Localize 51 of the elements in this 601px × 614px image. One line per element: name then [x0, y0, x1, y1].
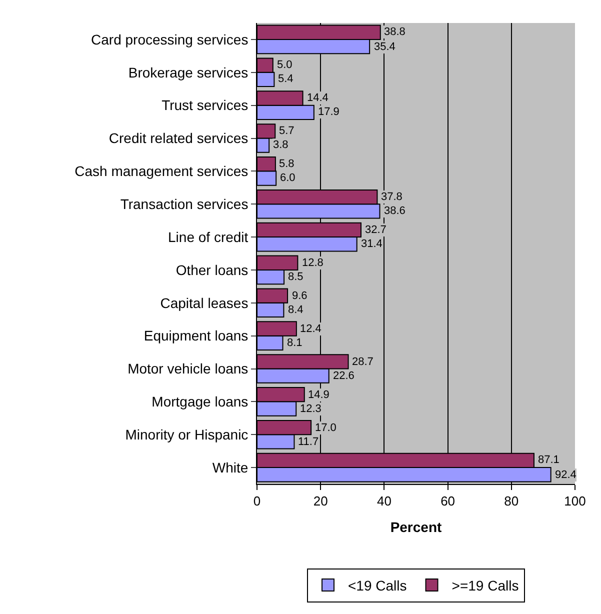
data-label: 8.4: [288, 304, 304, 316]
y-tick-label: Card processing services: [91, 31, 248, 48]
data-label: 92.4: [555, 469, 576, 481]
y-tick-label: Minority or Hispanic: [125, 426, 248, 443]
data-label: 5.7: [279, 125, 294, 137]
data-label: 5.4: [278, 73, 294, 85]
x-axis-title: Percent: [390, 518, 442, 535]
data-label: 5.0: [277, 59, 292, 71]
x-tick-label: 20: [313, 494, 328, 509]
x-tick-label: 40: [376, 494, 392, 509]
data-label: 14.4: [307, 92, 328, 104]
data-label: 14.9: [308, 389, 330, 401]
data-label: 3.8: [273, 139, 288, 151]
x-tick-label: 60: [440, 494, 456, 509]
data-label: 8.1: [287, 337, 302, 349]
data-label: 12.8: [302, 257, 324, 269]
y-tick-label: Other loans: [176, 262, 248, 278]
y-tick-label: Transaction services: [120, 196, 248, 212]
data-label: 35.4: [374, 41, 396, 53]
data-label: 5.8: [279, 158, 294, 170]
data-label: 28.7: [352, 356, 374, 368]
y-tick-label: Motor vehicle loans: [128, 360, 248, 377]
data-label: 11.7: [298, 436, 319, 448]
legend-label: <19 Calls: [348, 577, 407, 594]
data-label: 12.4: [300, 323, 322, 335]
data-label: 32.7: [365, 224, 386, 236]
legend-label: >=19 Calls: [452, 577, 519, 594]
data-label: 17.9: [318, 106, 340, 118]
data-label: 22.6: [333, 370, 354, 382]
y-tick-label: White: [212, 459, 248, 476]
data-label: 8.5: [288, 271, 304, 283]
y-tick-label: Trust services: [162, 97, 248, 114]
x-tick-label: 0: [253, 494, 261, 509]
data-label: 12.3: [300, 403, 322, 415]
data-label: 17.0: [315, 422, 336, 434]
data-label: 9.6: [292, 290, 308, 302]
data-label: 38.8: [384, 26, 406, 38]
y-tick-label: Credit related services: [108, 130, 248, 146]
data-label: 38.6: [384, 205, 406, 217]
y-tick-label: Capital leases: [160, 294, 248, 311]
data-label: 31.4: [361, 238, 382, 250]
y-tick-label: Line of credit: [168, 228, 248, 245]
y-tick-label: Mortgage loans: [152, 394, 248, 410]
data-label: 6.0: [280, 172, 296, 184]
y-tick-label: Cash management services: [74, 163, 248, 180]
y-tick-label: Equipment loans: [144, 328, 248, 344]
x-tick-label: 80: [504, 494, 519, 509]
x-tick-label: 100: [564, 494, 586, 509]
data-label: 37.8: [381, 191, 402, 203]
y-tick-label: Brokerage services: [128, 64, 248, 80]
data-label: 87.1: [538, 454, 560, 466]
